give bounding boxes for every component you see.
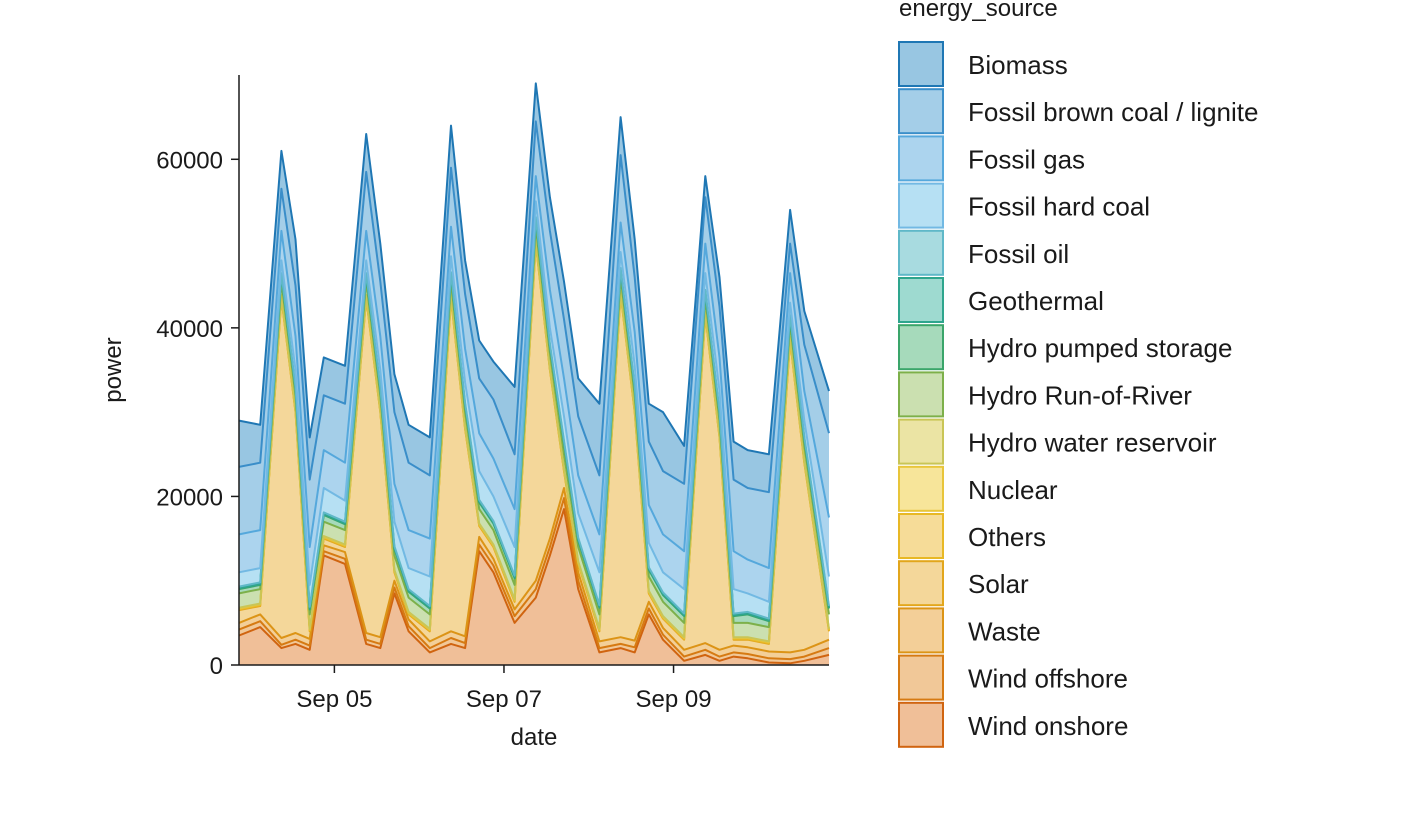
legend-key-others	[898, 513, 944, 559]
line-waste	[238, 487, 830, 654]
line-fossil-hard-coal	[238, 200, 830, 603]
legend-key-solar	[898, 560, 944, 607]
legend-label-biomass: Biomass	[968, 50, 1068, 80]
legend-key-geothermal	[898, 277, 944, 323]
y-tick-label: 60000	[156, 147, 223, 174]
legend-label-nuclear: Nuclear	[968, 475, 1058, 505]
legend-key-fossil-gas	[898, 135, 944, 182]
legend-label-fossil-oil: Fossil oil	[968, 239, 1069, 269]
legend: energy_source Biomass Fossil brown coal /…	[898, 0, 1258, 748]
legend-label-fossil-hard-coal: Fossil hard coal	[968, 192, 1150, 222]
legend-key-wind-onshore	[898, 701, 944, 748]
legend-label-fossil-brown-coal-lignite: Fossil brown coal / lignite	[968, 97, 1258, 127]
legend-items: Biomass Fossil brown coal / lignite Fossil…	[898, 41, 1258, 748]
x-tick-label: Sep 07	[466, 686, 542, 713]
line-fossil-brown-coal-lignite	[238, 120, 830, 494]
axes: 0 20000 40000 60000 Sep 05 Sep 07 Sep 09 date…	[100, 75, 829, 751]
legend-key-biomass	[898, 41, 944, 87]
line-wind-onshore	[238, 508, 830, 665]
y-tick-label: 20000	[156, 484, 223, 511]
area-layers	[238, 82, 830, 665]
legend-key-nuclear	[898, 465, 944, 512]
legend-label-wind-onshore: Wind onshore	[968, 711, 1128, 741]
area-fossil-brown-coal-lignite	[239, 121, 829, 569]
y-tick-label: 40000	[156, 316, 223, 343]
legend-label-hydro-run-of-river: Hydro Run-of-River	[968, 380, 1192, 410]
x-tick-label: Sep 09	[636, 686, 712, 713]
legend-label-others: Others	[968, 522, 1046, 552]
legend-key-hydro-run-of-river	[898, 371, 944, 418]
legend-label-solar: Solar	[968, 569, 1029, 599]
line-fossil-gas	[238, 175, 830, 570]
legend-label-waste: Waste	[968, 616, 1041, 646]
area-solar	[239, 243, 829, 653]
y-ticks: 0 20000 40000 60000	[156, 147, 239, 680]
legend-key-waste	[898, 607, 944, 654]
line-wind-offshore	[238, 497, 830, 661]
legend-key-fossil-oil	[898, 229, 944, 276]
x-axis-label: date	[511, 724, 558, 751]
legend-key-fossil-brown-coal-lignite	[898, 88, 944, 135]
legend-label-hydro-water-reservoir: Hydro water reservoir	[968, 428, 1217, 458]
legend-key-wind-offshore	[898, 654, 944, 701]
x-ticks: Sep 05 Sep 07 Sep 09	[296, 665, 712, 713]
legend-key-fossil-hard-coal	[898, 182, 944, 229]
legend-key-hydro-pumped-storage	[898, 324, 944, 371]
y-tick-label: 0	[210, 653, 223, 680]
y-axis-label: power	[100, 337, 127, 402]
legend-title: energy_source	[899, 0, 1058, 22]
legend-label-geothermal: Geothermal	[968, 286, 1104, 316]
x-tick-label: Sep 05	[296, 686, 372, 713]
line-biomass	[238, 82, 830, 456]
legend-label-wind-offshore: Wind offshore	[968, 664, 1128, 694]
legend-label-fossil-gas: Fossil gas	[968, 144, 1085, 174]
legend-key-hydro-water-reservoir	[898, 418, 944, 465]
legend-label-hydro-pumped-storage: Hydro pumped storage	[968, 333, 1232, 363]
